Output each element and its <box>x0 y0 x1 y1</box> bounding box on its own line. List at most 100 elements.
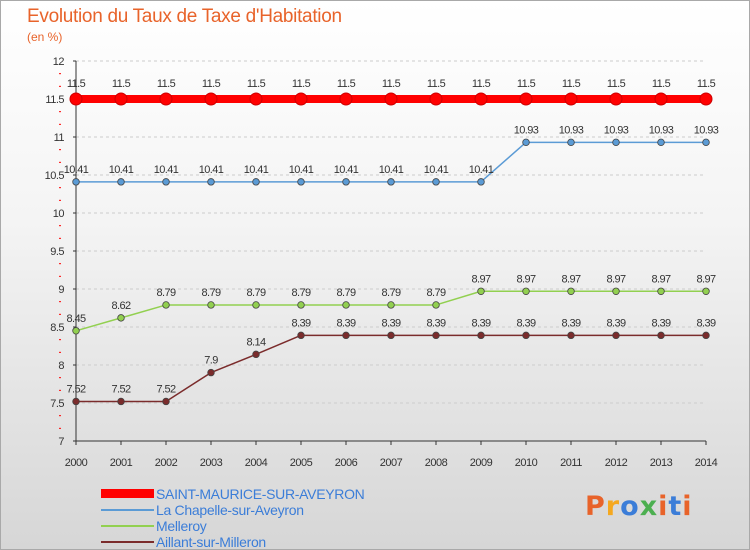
legend-swatch <box>101 489 154 498</box>
data-label: 7.52 <box>156 383 175 395</box>
data-point <box>522 138 530 147</box>
data-label: 8.79 <box>156 287 175 299</box>
chart-unit-label: (en %) <box>27 30 63 44</box>
data-label: 11.5 <box>472 78 491 90</box>
data-point <box>477 331 485 340</box>
x-tick-label: 2014 <box>695 457 718 469</box>
data-label: 11.5 <box>697 78 716 90</box>
data-label: 7.52 <box>111 383 130 395</box>
data-point <box>564 92 578 106</box>
series-line <box>76 141 706 183</box>
data-label: 10.93 <box>649 124 674 136</box>
data-label: 8.39 <box>516 317 535 329</box>
data-label: 8.79 <box>336 287 355 299</box>
data-label: 7.9 <box>204 355 218 367</box>
data-point <box>207 301 215 309</box>
data-point <box>117 178 125 186</box>
data-point <box>117 314 125 322</box>
data-point <box>162 397 170 406</box>
x-tick-label: 2008 <box>425 457 448 469</box>
y-tick-label: 7.5 <box>50 398 64 410</box>
data-label: 10.93 <box>514 124 539 136</box>
legend-swatch <box>101 525 154 527</box>
data-point <box>72 397 80 406</box>
data-label: 8.39 <box>381 317 400 329</box>
data-point <box>654 92 668 106</box>
data-point <box>612 138 620 147</box>
data-point <box>252 178 260 186</box>
x-tick-label: 2002 <box>155 457 178 469</box>
data-label: 8.39 <box>471 317 490 329</box>
logo-letter: x <box>639 491 659 522</box>
data-label: 10.41 <box>334 164 359 176</box>
data-label: 8.97 <box>651 273 670 285</box>
x-tick-label: 2006 <box>335 457 358 469</box>
data-label: 10.93 <box>559 124 584 136</box>
y-tick-label: 11 <box>54 132 65 144</box>
data-label: 11.5 <box>202 78 221 90</box>
data-point <box>474 92 488 106</box>
data-point <box>567 331 575 340</box>
data-point <box>162 301 170 309</box>
x-tick-label: 2004 <box>245 457 268 469</box>
data-point <box>432 178 440 186</box>
data-point <box>294 92 308 106</box>
data-point <box>432 331 440 340</box>
data-point <box>519 92 533 106</box>
y-tick-label: 8.5 <box>50 322 64 334</box>
data-point <box>477 178 485 186</box>
data-point <box>387 331 395 340</box>
x-tick-label: 2013 <box>650 457 673 469</box>
data-label: 8.97 <box>606 273 625 285</box>
y-tick-label: 9 <box>58 284 64 296</box>
data-label: 11.5 <box>157 78 176 90</box>
data-label: 7.52 <box>66 383 85 395</box>
data-label: 10.41 <box>289 164 314 176</box>
x-tick-label: 2000 <box>65 457 88 469</box>
data-point <box>384 92 398 106</box>
data-point <box>342 178 350 186</box>
x-tick-label: 2012 <box>605 457 628 469</box>
data-label: 8.97 <box>471 273 490 285</box>
data-label: 8.62 <box>111 300 130 312</box>
data-label: 10.41 <box>244 164 269 176</box>
data-label: 11.5 <box>562 78 581 90</box>
data-label: 8.79 <box>246 287 265 299</box>
data-point <box>297 178 305 186</box>
data-point <box>657 331 665 340</box>
data-label: 10.41 <box>64 164 89 176</box>
data-point <box>297 301 305 309</box>
data-label: 8.39 <box>291 317 310 329</box>
y-tick-label: 8 <box>58 360 64 372</box>
data-point <box>657 138 665 147</box>
data-point <box>387 178 395 186</box>
data-point <box>207 178 215 186</box>
logo-letter: i <box>658 491 669 522</box>
x-tick-label: 2009 <box>470 457 493 469</box>
data-label: 8.79 <box>381 287 400 299</box>
data-point <box>72 327 80 335</box>
data-point <box>252 301 260 309</box>
data-label: 11.5 <box>292 78 311 90</box>
x-tick-label: 2011 <box>560 457 582 469</box>
data-label: 8.39 <box>336 317 355 329</box>
data-point <box>204 92 218 106</box>
x-tick-label: 2005 <box>290 457 313 469</box>
y-tick-label: 11.5 <box>45 94 64 106</box>
y-tick-label: 12 <box>53 56 65 68</box>
data-label: 8.39 <box>696 317 715 329</box>
legend-swatch <box>101 509 154 511</box>
data-label: 11.5 <box>247 78 266 90</box>
y-tick-label: 10.5 <box>45 170 65 182</box>
data-label: 10.41 <box>424 164 449 176</box>
data-label: 8.39 <box>651 317 670 329</box>
x-tick-label: 2001 <box>110 457 133 469</box>
data-point <box>432 301 440 309</box>
data-label: 10.41 <box>109 164 134 176</box>
data-point <box>702 331 710 340</box>
data-point <box>339 92 353 106</box>
data-point <box>477 287 485 295</box>
data-label: 11.5 <box>517 78 536 90</box>
data-label: 8.79 <box>291 287 310 299</box>
